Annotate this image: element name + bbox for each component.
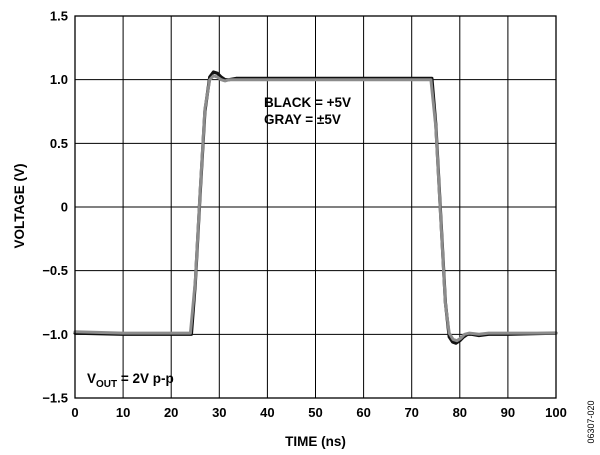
y-tick-label: −1.5 xyxy=(42,391,68,406)
x-axis-label: TIME (ns) xyxy=(285,434,346,449)
figure-id: 06307-020 xyxy=(586,400,596,443)
x-tick-label: 20 xyxy=(164,405,178,420)
vout-v: V xyxy=(87,371,96,386)
y-axis-label: VOLTAGE (V) xyxy=(12,164,27,249)
legend-black-label: BLACK = +5V xyxy=(264,95,351,110)
x-tick-label: 100 xyxy=(545,405,567,420)
y-tick-label: 0.5 xyxy=(50,136,68,151)
x-tick-label: 80 xyxy=(453,405,467,420)
grid-layer xyxy=(75,16,556,398)
vout-rest: = 2V p-p xyxy=(117,371,174,386)
y-tick-label: −0.5 xyxy=(42,263,68,278)
x-tick-label: 90 xyxy=(501,405,515,420)
y-tick-label: 0 xyxy=(61,200,68,215)
vout-annotation: VOUT = 2V p-p xyxy=(87,371,174,390)
series-layer xyxy=(73,70,558,345)
x-tick-label: 50 xyxy=(308,405,322,420)
plot-frame xyxy=(74,15,557,399)
y-tick-label: 1.5 xyxy=(50,9,68,24)
x-tick-label: 10 xyxy=(116,405,130,420)
x-tick-label: 40 xyxy=(260,405,274,420)
y-tick-labels: 1.5 1.0 0.5 0 −0.5 −1.0 −1.5 xyxy=(42,9,68,406)
x-tick-label: 30 xyxy=(212,405,226,420)
x-tick-label: 0 xyxy=(71,405,78,420)
x-tick-labels: 0 10 20 30 40 50 60 70 80 90 100 xyxy=(71,405,566,420)
y-tick-label: 1.0 xyxy=(50,72,68,87)
vout-subscript: OUT xyxy=(96,379,117,390)
x-tick-label: 60 xyxy=(356,405,370,420)
x-tick-label: 70 xyxy=(404,405,418,420)
series-line-gray xyxy=(73,74,558,343)
y-tick-label: −1.0 xyxy=(42,327,68,342)
legend-gray-label: GRAY = ±5V xyxy=(264,112,341,127)
